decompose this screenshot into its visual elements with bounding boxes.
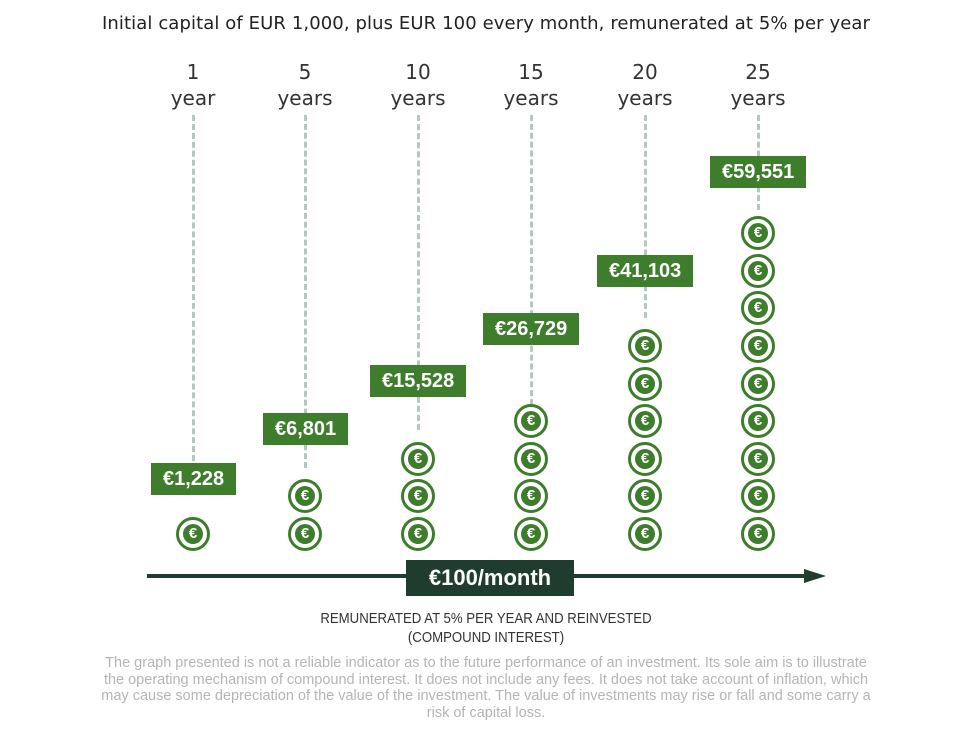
euro-symbol: € <box>188 525 198 542</box>
period-number: 5 <box>298 60 312 84</box>
value-label: €15,528 <box>370 365 467 397</box>
period-unit: years <box>503 86 559 110</box>
period-label: 15 years <box>481 59 581 111</box>
euro-coin-icon: € <box>514 404 548 438</box>
value-label: €59,551 <box>710 156 807 188</box>
caption-line-1: REMUNERATED AT 5% PER YEAR AND REINVESTE… <box>320 610 652 627</box>
euro-coin-icon: € <box>514 442 548 476</box>
euro-coin-icon: € <box>401 442 435 476</box>
euro-coin-icon: € <box>741 517 775 551</box>
euro-coin-icon: € <box>741 367 775 401</box>
period-number: 25 <box>745 60 771 84</box>
period-dashed-line <box>644 115 647 318</box>
period-number: 20 <box>632 60 658 84</box>
euro-symbol: € <box>413 525 423 542</box>
euro-coin-icon: € <box>628 517 662 551</box>
euro-symbol: € <box>753 224 763 241</box>
euro-coin-icon: € <box>628 367 662 401</box>
caption-line-2: (COMPOUND INTEREST) <box>407 629 565 646</box>
euro-coin-icon: € <box>741 442 775 476</box>
monthly-contribution-label: €100/month <box>406 560 574 596</box>
disclaimer-text: The graph presented is not a reliable in… <box>101 655 871 721</box>
euro-coin-icon: € <box>628 479 662 513</box>
value-label: €6,801 <box>263 413 349 445</box>
period-label: 20 years <box>595 59 695 111</box>
euro-symbol: € <box>753 337 763 354</box>
euro-symbol: € <box>753 525 763 542</box>
euro-symbol: € <box>640 487 650 504</box>
euro-coin-icon: € <box>741 254 775 288</box>
euro-symbol: € <box>753 262 763 279</box>
euro-symbol: € <box>413 487 423 504</box>
euro-coin-icon: € <box>628 404 662 438</box>
euro-symbol: € <box>300 487 310 504</box>
euro-symbol: € <box>640 337 650 354</box>
euro-coin-icon: € <box>741 404 775 438</box>
period-label: 1 year <box>143 59 243 111</box>
euro-coin-icon: € <box>176 517 210 551</box>
euro-symbol: € <box>753 412 763 429</box>
euro-symbol: € <box>753 299 763 316</box>
chart-title: Initial capital of EUR 1,000, plus EUR 1… <box>101 13 871 34</box>
period-dashed-line <box>304 115 307 468</box>
period-dashed-line <box>417 115 420 430</box>
euro-symbol: € <box>753 450 763 467</box>
euro-coin-icon: € <box>741 479 775 513</box>
period-label: 10 years <box>368 59 468 111</box>
euro-coin-icon: € <box>288 479 322 513</box>
period-unit: years <box>730 86 786 110</box>
euro-symbol: € <box>640 412 650 429</box>
caption: REMUNERATED AT 5% PER YEAR AND REINVESTE… <box>58 609 913 647</box>
euro-coin-icon: € <box>741 216 775 250</box>
value-label: €41,103 <box>597 255 694 287</box>
period-number: 1 <box>186 60 200 84</box>
euro-coin-icon: € <box>514 479 548 513</box>
euro-coin-icon: € <box>401 517 435 551</box>
euro-symbol: € <box>300 525 310 542</box>
period-dashed-line <box>192 115 195 470</box>
euro-symbol: € <box>526 487 536 504</box>
value-label: €26,729 <box>483 313 580 345</box>
euro-coin-icon: € <box>628 442 662 476</box>
euro-symbol: € <box>526 450 536 467</box>
euro-symbol: € <box>640 450 650 467</box>
period-label: 5 years <box>255 59 355 111</box>
timeline-arrow-head <box>804 569 826 583</box>
period-label: 25 years <box>708 59 808 111</box>
euro-symbol: € <box>413 450 423 467</box>
euro-symbol: € <box>526 525 536 542</box>
period-unit: years <box>617 86 673 110</box>
euro-symbol: € <box>753 487 763 504</box>
period-number: 15 <box>518 60 544 84</box>
period-unit: years <box>277 86 333 110</box>
euro-coin-icon: € <box>628 329 662 363</box>
euro-symbol: € <box>640 375 650 392</box>
euro-coin-icon: € <box>401 479 435 513</box>
euro-symbol: € <box>753 375 763 392</box>
euro-coin-icon: € <box>288 517 322 551</box>
euro-symbol: € <box>526 412 536 429</box>
euro-coin-icon: € <box>741 329 775 363</box>
period-unit: year <box>170 86 216 110</box>
euro-coin-icon: € <box>741 291 775 325</box>
period-unit: years <box>390 86 446 110</box>
period-dashed-line <box>530 115 533 405</box>
euro-symbol: € <box>640 525 650 542</box>
euro-coin-icon: € <box>514 517 548 551</box>
period-number: 10 <box>405 60 431 84</box>
value-label: €1,228 <box>151 463 237 495</box>
